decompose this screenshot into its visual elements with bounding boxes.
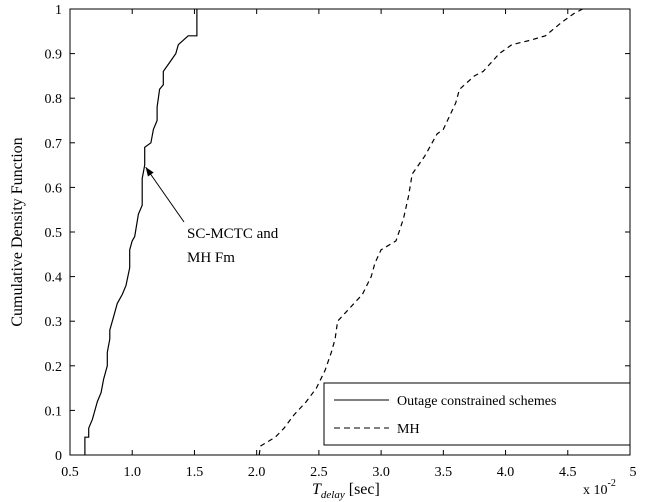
x-axis-multiplier: x 10-2 [583,478,616,498]
y-tick-label-9: 0.9 [45,48,63,63]
x-tick-label-2: 1.5 [186,465,204,480]
series-line-mh [258,8,583,456]
x-axis-title: Tdelay [sec] [312,481,380,501]
x-multiplier-base: x 10 [583,483,608,498]
legend-box [323,382,631,446]
annotation-arrow-head [145,167,154,177]
x-axis-title-main: T [312,481,322,498]
annotation-line-1: SC-MCTC and [187,226,279,242]
x-tick-label-7: 4.0 [497,465,515,480]
y-tick-label-5: 0.5 [45,226,63,241]
series-layer [84,8,583,456]
x-axis-title-sub: delay [321,489,345,501]
x-axis-title-unit: [sec] [345,481,380,498]
x-tick-label-last: 5 [630,465,637,480]
x-tick-label-0: 0.5 [61,465,79,480]
y-tick-label-2: 0.2 [45,360,63,375]
axis-ticks [69,8,631,456]
x-tick-label-1: 1.0 [123,465,141,480]
y-tick-label-6: 0.6 [45,181,63,196]
y-tick-label-3: 0.3 [45,315,63,330]
x-tick-label-5: 3.0 [372,465,390,480]
annotation-line-2: MH Fm [187,250,235,266]
tick-labels: 0.5 1.0 1.5 2.0 2.5 3.0 3.5 4.0 4.5 0 0.1 0.2 0.3 0.4… [45,3,577,480]
y-tick-label-8: 0.8 [45,92,63,107]
y-tick-label-7: 0.7 [45,137,63,152]
x-tick-label-6: 3.5 [435,465,453,480]
legend: Outage constrained schemes MH [323,382,631,446]
legend-label-mh: MH [397,422,420,437]
y-tick-label-1: 0.1 [45,404,63,419]
y-tick-label-4: 0.4 [45,271,63,286]
y-axis-title: Cumulative Density Function [9,137,26,326]
x-tick-label-4: 2.5 [310,465,328,480]
y-tick-label-10: 1 [55,3,62,18]
x-tick-label-3: 2.0 [248,465,266,480]
y-tick-label-0: 0 [55,449,62,464]
series-line-outage-constrained [84,9,198,455]
x-multiplier-exp: -2 [608,478,616,489]
legend-label-outage: Outage constrained schemes [397,394,556,409]
annotation: SC-MCTC and MH Fm [145,166,279,266]
x-tick-label-8: 4.5 [559,465,577,480]
annotation-arrow [145,166,185,223]
